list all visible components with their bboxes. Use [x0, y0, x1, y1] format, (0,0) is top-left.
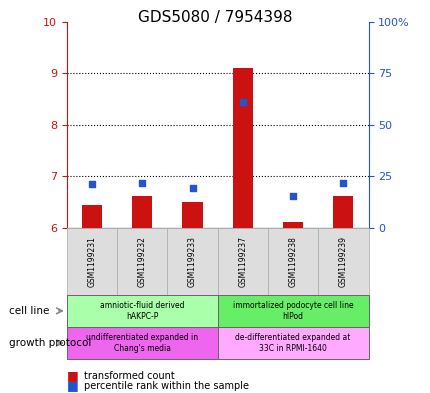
Point	[88, 181, 95, 187]
Text: de-differentiated expanded at
33C in RPMI-1640: de-differentiated expanded at 33C in RPM…	[235, 333, 350, 353]
Text: undifferentiated expanded in
Chang's media: undifferentiated expanded in Chang's med…	[86, 333, 198, 353]
Point	[339, 179, 346, 185]
Bar	[82, 205, 102, 228]
Text: GDS5080 / 7954398: GDS5080 / 7954398	[138, 10, 292, 25]
Bar	[283, 222, 302, 228]
Bar	[132, 196, 152, 228]
Text: percentile rank within the sample: percentile rank within the sample	[84, 380, 249, 391]
Text: ■: ■	[67, 379, 78, 392]
Text: ■: ■	[67, 369, 78, 382]
Text: cell line: cell line	[9, 306, 49, 316]
Text: growth protocol: growth protocol	[9, 338, 91, 348]
Text: immortalized podocyte cell line
hIPod: immortalized podocyte cell line hIPod	[232, 301, 353, 321]
Text: transformed count: transformed count	[84, 371, 175, 381]
Point	[138, 179, 145, 185]
Text: GSM1199238: GSM1199238	[288, 236, 297, 287]
Bar	[332, 196, 353, 228]
Text: GSM1199231: GSM1199231	[87, 236, 96, 287]
Text: GSM1199237: GSM1199237	[238, 236, 247, 287]
Text: GSM1199232: GSM1199232	[138, 236, 146, 287]
Bar	[232, 68, 252, 228]
Text: amniotic-fluid derived
hAKPC-P: amniotic-fluid derived hAKPC-P	[100, 301, 184, 321]
Bar	[182, 202, 202, 228]
Point	[189, 185, 196, 191]
Point	[239, 98, 246, 105]
Text: GSM1199239: GSM1199239	[338, 236, 347, 287]
Text: GSM1199233: GSM1199233	[187, 236, 197, 287]
Point	[289, 193, 296, 199]
